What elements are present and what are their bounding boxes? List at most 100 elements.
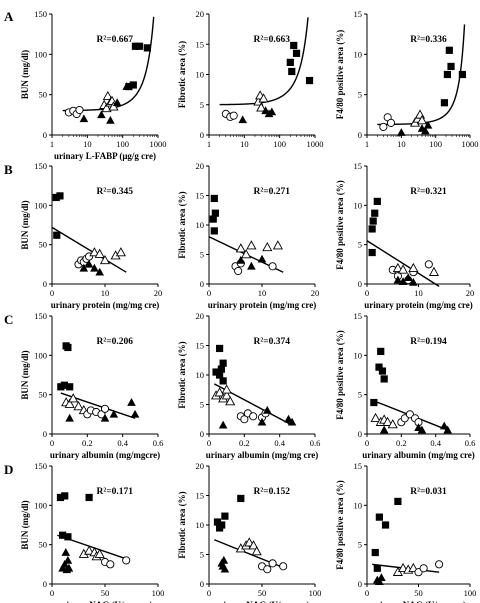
x-axis-label: urinary albumin (mg/mg cre) bbox=[362, 450, 475, 460]
point-open-triangle bbox=[214, 387, 225, 397]
regression-curve bbox=[219, 17, 309, 106]
point-filled-square bbox=[237, 494, 245, 503]
x-axis-label: urinary L-FABP (μg/g cre) bbox=[54, 151, 156, 161]
r-squared-label: R²=0.152 bbox=[254, 487, 291, 497]
point-filled-square bbox=[369, 217, 377, 225]
r-squared-label: R²=0.336 bbox=[410, 35, 447, 45]
point-open-triangle bbox=[73, 401, 84, 411]
r-squared-label: R²=0.667 bbox=[97, 35, 134, 45]
x-tick-label: 10 bbox=[240, 139, 249, 149]
point-filled-triangle bbox=[100, 413, 110, 422]
point-filled-square bbox=[209, 215, 217, 223]
y-tick-label: 20 bbox=[196, 311, 205, 321]
y-axis-label: BUN (mg/dl) bbox=[20, 350, 30, 399]
point-filled-triangle bbox=[257, 254, 267, 263]
panel-A1: 0 50 100 150 1 10 100 1000 urinary L-FABP (μg/g … bbox=[20, 9, 167, 161]
y-tick-label: 5 bbox=[200, 250, 204, 260]
point-filled-triangle bbox=[79, 263, 89, 272]
point-open-triangle bbox=[64, 398, 75, 408]
y-tick-label: 20 bbox=[196, 9, 205, 19]
point-filled-triangle bbox=[287, 417, 297, 426]
y-axis-label: F4/80 positive area (%) bbox=[335, 30, 345, 120]
x-axis-label: urinary protein (mg/mg cre) bbox=[208, 300, 316, 310]
point-open-triangle bbox=[251, 546, 262, 556]
y-tick-label: 0 bbox=[200, 429, 204, 439]
point-filled-square bbox=[210, 227, 218, 235]
point-filled-square bbox=[64, 343, 72, 352]
y-axis-label: F4/80 positive area (%) bbox=[335, 180, 345, 270]
point-filled-triangle bbox=[375, 577, 384, 585]
point-filled-triangle bbox=[377, 573, 386, 582]
point-filled-square bbox=[61, 492, 69, 500]
y-tick-label: 0 bbox=[43, 279, 47, 289]
point-open-circle bbox=[122, 556, 131, 565]
y-tick-label: 150 bbox=[34, 461, 47, 471]
point-filled-square bbox=[447, 62, 455, 71]
y-tick-label: 0 bbox=[200, 579, 204, 589]
point-filled-triangle bbox=[64, 563, 74, 572]
point-open-triangle bbox=[101, 102, 112, 113]
point-filled-square bbox=[371, 548, 379, 557]
x-tick-label: 0 bbox=[50, 438, 54, 448]
x-tick-label: 1 bbox=[207, 139, 211, 149]
point-filled-square bbox=[56, 192, 64, 200]
x-axis-label: urinary protein (mg/mg cre) bbox=[51, 300, 159, 310]
x-tick-label: 100 bbox=[152, 588, 165, 598]
point-open-circle bbox=[279, 562, 288, 571]
point-open-circle bbox=[419, 564, 428, 573]
point-open-triangle bbox=[221, 384, 232, 394]
point-filled-square bbox=[85, 493, 93, 502]
point-filled-triangle bbox=[423, 120, 433, 129]
y-tick-label: 100 bbox=[34, 49, 47, 59]
x-tick-label: 100 bbox=[464, 588, 477, 598]
y-tick-label: 15 bbox=[196, 491, 205, 501]
x-axis-label: urinary NAG (U/mg cre) bbox=[57, 600, 152, 603]
point-open-circle bbox=[240, 415, 249, 424]
r-squared-label: R²=0.271 bbox=[254, 187, 291, 197]
y-tick-label: 5 bbox=[200, 400, 204, 410]
y-axis-label: Fibrotic area (%) bbox=[177, 41, 187, 108]
point-open-triangle bbox=[241, 249, 252, 259]
y-axis-label: F4/80 positive area (%) bbox=[335, 480, 345, 570]
point-filled-square bbox=[66, 383, 74, 391]
y-tick-label: 20 bbox=[196, 461, 205, 471]
point-open-triangle bbox=[428, 266, 440, 276]
y-tick-label: 0 bbox=[358, 579, 362, 589]
point-open-triangle bbox=[221, 390, 232, 400]
x-tick-label: 50 bbox=[258, 588, 267, 598]
point-filled-square bbox=[217, 365, 225, 373]
point-open-circle bbox=[435, 560, 444, 569]
point-open-circle bbox=[100, 404, 110, 413]
panel-A3: 0 5 10 15 1 10 100 1000 F4/80 positive area (%) R… bbox=[335, 9, 479, 149]
point-filled-triangle bbox=[263, 405, 272, 414]
point-filled-triangle bbox=[409, 277, 418, 286]
y-tick-label: 150 bbox=[34, 311, 47, 321]
point-filled-square bbox=[378, 367, 387, 375]
y-tick-label: 50 bbox=[39, 390, 48, 400]
point-filled-triangle bbox=[238, 115, 248, 124]
r-squared-label: R²=0.171 bbox=[97, 487, 134, 497]
point-open-triangle bbox=[94, 248, 105, 258]
y-axis-label: F4/80 positive area (%) bbox=[335, 330, 345, 420]
x-tick-label: 0.4 bbox=[117, 438, 128, 448]
point-open-circle bbox=[229, 111, 238, 120]
x-tick-label: 0.6 bbox=[465, 438, 476, 448]
r-squared-label: R²=0.321 bbox=[410, 187, 447, 197]
point-open-triangle bbox=[408, 262, 419, 273]
point-open-triangle bbox=[387, 419, 398, 429]
point-filled-square bbox=[373, 564, 381, 572]
point-open-triangle bbox=[235, 243, 246, 253]
row-label-D: D bbox=[4, 462, 13, 477]
y-tick-label: 150 bbox=[34, 9, 47, 19]
x-tick-label: 10 bbox=[414, 288, 423, 298]
point-open-triangle bbox=[416, 115, 428, 125]
panel-A2: 0 5 10 15 20 1 10 100 1000 Fibrotic area (%) R²=0.… bbox=[177, 9, 324, 149]
point-filled-square bbox=[292, 49, 301, 57]
y-tick-label: 5 bbox=[358, 390, 362, 400]
x-tick-label: 100 bbox=[429, 139, 442, 149]
r-squared-label: R²=0.031 bbox=[410, 487, 447, 497]
row-label-B: B bbox=[4, 162, 13, 177]
x-tick-label: 10 bbox=[397, 139, 406, 149]
x-tick-label: 0 bbox=[207, 288, 211, 298]
y-tick-label: 100 bbox=[34, 500, 47, 510]
